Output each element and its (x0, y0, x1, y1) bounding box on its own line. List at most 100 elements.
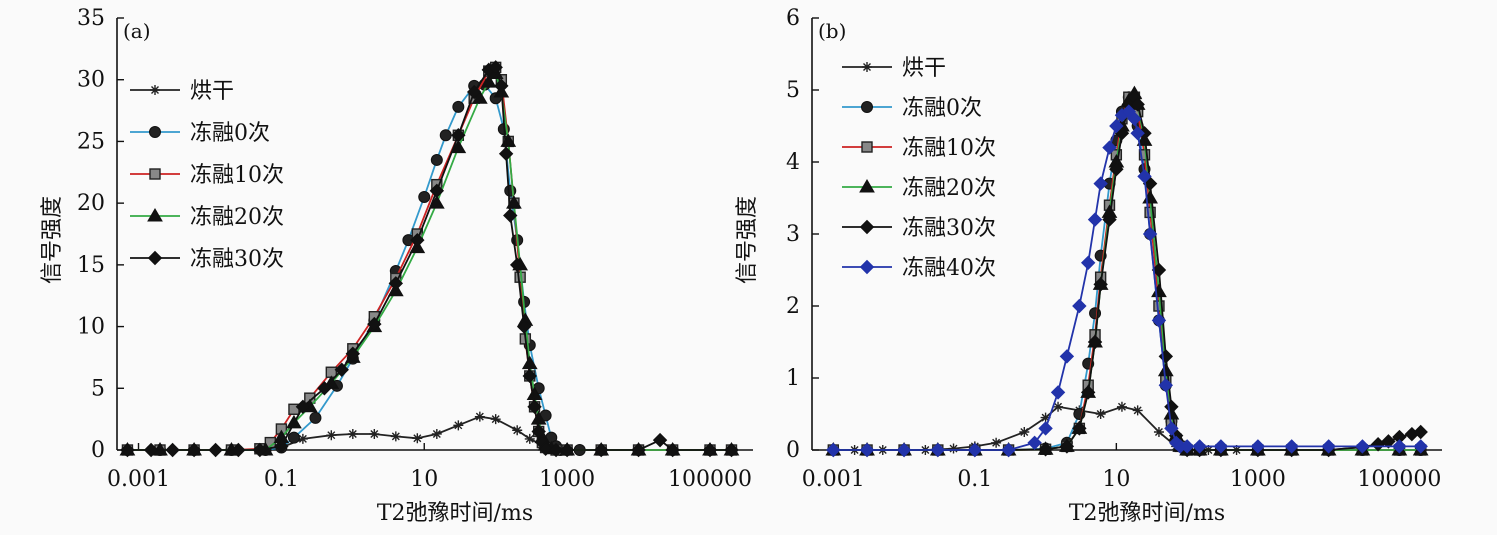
data-point (1040, 412, 1051, 423)
data-point (1370, 437, 1386, 452)
legend-label: 烘干 (902, 56, 946, 81)
data-point (724, 442, 739, 458)
data-point (652, 432, 668, 448)
legend-item: 冻融20次 (842, 176, 996, 201)
data-point (186, 442, 202, 458)
data-point (388, 276, 404, 291)
legend-label: 冻融40次 (902, 256, 996, 281)
x-tick-label: 100000 (668, 467, 752, 492)
data-point (1413, 424, 1428, 440)
legend-marker (149, 126, 161, 138)
data-point (480, 74, 497, 88)
data-point (512, 425, 523, 436)
data-point (1164, 399, 1179, 415)
legend-label: 冻融10次 (190, 163, 284, 188)
legend-label: 冻融10次 (902, 136, 996, 161)
data-point (431, 428, 442, 439)
data-point (1109, 161, 1124, 177)
data-point (1072, 421, 1087, 436)
data-point (1392, 439, 1407, 454)
data-point (452, 100, 465, 113)
y-tick-label: 3 (786, 222, 800, 247)
data-point (1027, 435, 1042, 451)
data-point (347, 428, 358, 439)
legend-item: 烘干 (842, 56, 946, 81)
data-point (631, 442, 646, 458)
data-point (1087, 334, 1103, 350)
data-point (410, 232, 425, 248)
legend-marker (859, 259, 875, 275)
data-point (1109, 118, 1124, 134)
data-point (1284, 439, 1299, 454)
y-axis-title: 信号强度 (40, 196, 65, 284)
data-point (930, 442, 946, 458)
data-point (295, 399, 311, 415)
panel-label: (a) (123, 19, 151, 43)
data-point (504, 184, 517, 197)
data-point (991, 437, 1002, 448)
panel-label: (b) (818, 19, 846, 43)
plot-panel-b: 0 1 2 3 4 5 6 0.001 0.1 10 1000 100000 T2弛豫时间/ms 信号强度… (735, 6, 1442, 526)
data-point (453, 420, 464, 431)
legend-label: 烘干 (190, 79, 234, 104)
data-point (948, 443, 959, 454)
data-point (231, 442, 246, 458)
data-point (1151, 283, 1167, 298)
data-point (345, 346, 361, 361)
data-point (252, 442, 268, 458)
data-point (1250, 439, 1266, 454)
data-point (1179, 439, 1195, 454)
data-point (412, 433, 423, 444)
y-tick-label: 1 (786, 366, 800, 391)
data-point (538, 441, 553, 456)
legend-item: 冻融10次 (842, 136, 996, 161)
data-point (430, 153, 443, 166)
data-point (967, 442, 983, 458)
data-point (1381, 434, 1396, 449)
data-point (859, 442, 875, 458)
data-point (1038, 421, 1053, 436)
data-point (1355, 439, 1370, 454)
data-point (531, 424, 546, 439)
y-tick-label: 10 (77, 315, 105, 340)
data-point (1080, 385, 1096, 400)
y-tick-label: 35 (77, 6, 105, 31)
x-tick-label: 1000 (1230, 467, 1286, 492)
x-tick-label: 0.1 (264, 467, 299, 492)
data-point (559, 442, 575, 458)
data-point (466, 84, 482, 100)
data-point (439, 129, 452, 142)
legend-marker (861, 101, 873, 113)
x-axis-title: T2弛豫时间/ms (1069, 501, 1225, 526)
data-point (1093, 176, 1108, 191)
legend-item: 冻融40次 (842, 256, 996, 281)
legend-label: 冻融20次 (902, 176, 996, 201)
legend-marker (149, 168, 161, 180)
data-point (474, 411, 485, 422)
y-tick-label: 5 (91, 376, 105, 401)
data-point (490, 414, 501, 425)
data-point (526, 386, 543, 400)
y-tick-label: 15 (77, 253, 105, 278)
data-point (1102, 140, 1117, 155)
x-tick-label: 10 (410, 467, 438, 492)
legend-label: 冻融0次 (902, 96, 982, 121)
y-tick-label: 4 (786, 150, 800, 175)
legend-label: 冻融30次 (902, 216, 996, 241)
data-point (418, 190, 431, 203)
data-point (593, 442, 609, 458)
legend-item: 冻融10次 (130, 163, 284, 188)
data-point (1413, 439, 1428, 454)
data-point (503, 208, 518, 223)
data-point (428, 195, 445, 209)
data-point (1137, 169, 1152, 184)
x-tick-label: 0.1 (957, 467, 992, 492)
x-tick-label: 10 (1102, 467, 1130, 492)
data-point (896, 442, 912, 458)
data-point (494, 78, 509, 94)
data-point (665, 442, 680, 458)
